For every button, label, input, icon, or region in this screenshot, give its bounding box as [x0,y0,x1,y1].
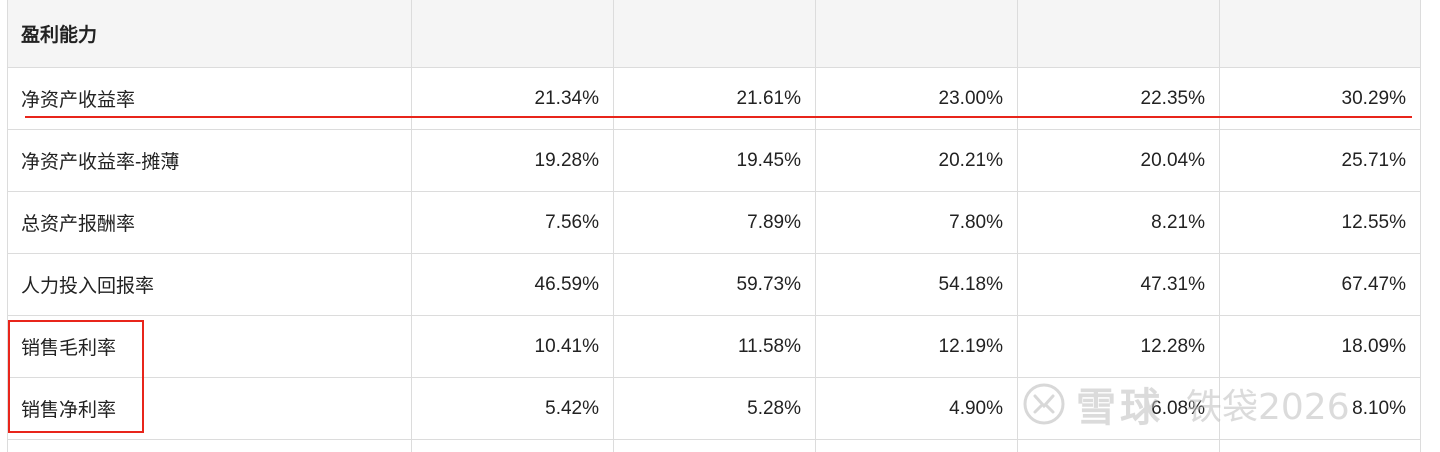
row-value: 7.89% [614,192,816,253]
row-value: 12.55% [1341,211,1406,233]
stub-cell [614,440,816,452]
row-label: 净资产收益率 [8,68,412,129]
section-title: 盈利能力 [8,0,412,67]
table-row-net-margin: 销售净利率 5.42% 5.28% 4.90% 6.08% 8.10% [8,378,1420,440]
table-row-labor-return: 人力投入回报率 46.59% 59.73% 54.18% 47.31% 67.4… [8,254,1420,316]
red-underline-annotation [25,116,1412,118]
row-label: 净资产收益率-摊薄 [8,130,412,191]
section-header-row: 盈利能力 [8,0,1420,68]
row-value: 18.09% [1341,335,1406,357]
row-value: 8.10% [1352,397,1406,419]
row-value: 47.31% [1018,254,1220,315]
table-row-roe-diluted: 净资产收益率-摊薄 19.28% 19.45% 20.21% 20.04% 25… [8,130,1420,192]
table-bottom-stub [8,440,1420,452]
header-cell [816,0,1018,67]
table-row-roe: 净资产收益率 21.34% 21.61% 23.00% 22.35% 30.29… [8,68,1420,130]
row-value: 25.71% [1341,149,1406,171]
row-value: 21.61% [614,68,816,129]
table-row-roa: 总资产报酬率 7.56% 7.89% 7.80% 8.21% 12.55% [8,192,1420,254]
header-cell [1018,0,1220,67]
profitability-table: 盈利能力 净资产收益率 21.34% 21.61% 23.00% 22.35% … [7,0,1421,452]
row-value: 7.80% [816,192,1018,253]
row-value: 20.04% [1018,130,1220,191]
row-label: 人力投入回报率 [8,254,412,315]
row-value: 22.35% [1018,68,1220,129]
row-value: 7.56% [412,192,614,253]
header-cell [412,0,614,67]
row-value: 21.34% [412,68,614,129]
row-value: 4.90% [816,378,1018,439]
row-value: 5.28% [614,378,816,439]
row-value: 11.58% [614,316,816,377]
row-value: 12.28% [1018,316,1220,377]
row-value: 23.00% [816,68,1018,129]
table-row-gross-margin: 销售毛利率 10.41% 11.58% 12.19% 12.28% 18.09% [8,316,1420,378]
row-value: 12.19% [816,316,1018,377]
row-value: 46.59% [412,254,614,315]
row-value: 67.47% [1341,273,1406,295]
row-value: 19.45% [614,130,816,191]
stub-cell [1018,440,1220,452]
stub-cell [1220,440,1420,452]
row-value: 10.41% [412,316,614,377]
header-cell [1220,0,1420,67]
stub-cell [816,440,1018,452]
row-value: 54.18% [816,254,1018,315]
row-value: 19.28% [412,130,614,191]
row-value: 5.42% [412,378,614,439]
row-label: 总资产报酬率 [8,192,412,253]
header-cell [614,0,816,67]
stub-cell [412,440,614,452]
row-value: 8.21% [1018,192,1220,253]
red-box-annotation [8,320,144,433]
row-value: 20.21% [816,130,1018,191]
row-value: 30.29% [1341,87,1406,109]
row-label: 销售净利率 [8,378,412,439]
row-label: 销售毛利率 [8,316,412,377]
stub-cell [8,440,412,452]
row-value: 59.73% [614,254,816,315]
row-value: 6.08% [1018,378,1220,439]
